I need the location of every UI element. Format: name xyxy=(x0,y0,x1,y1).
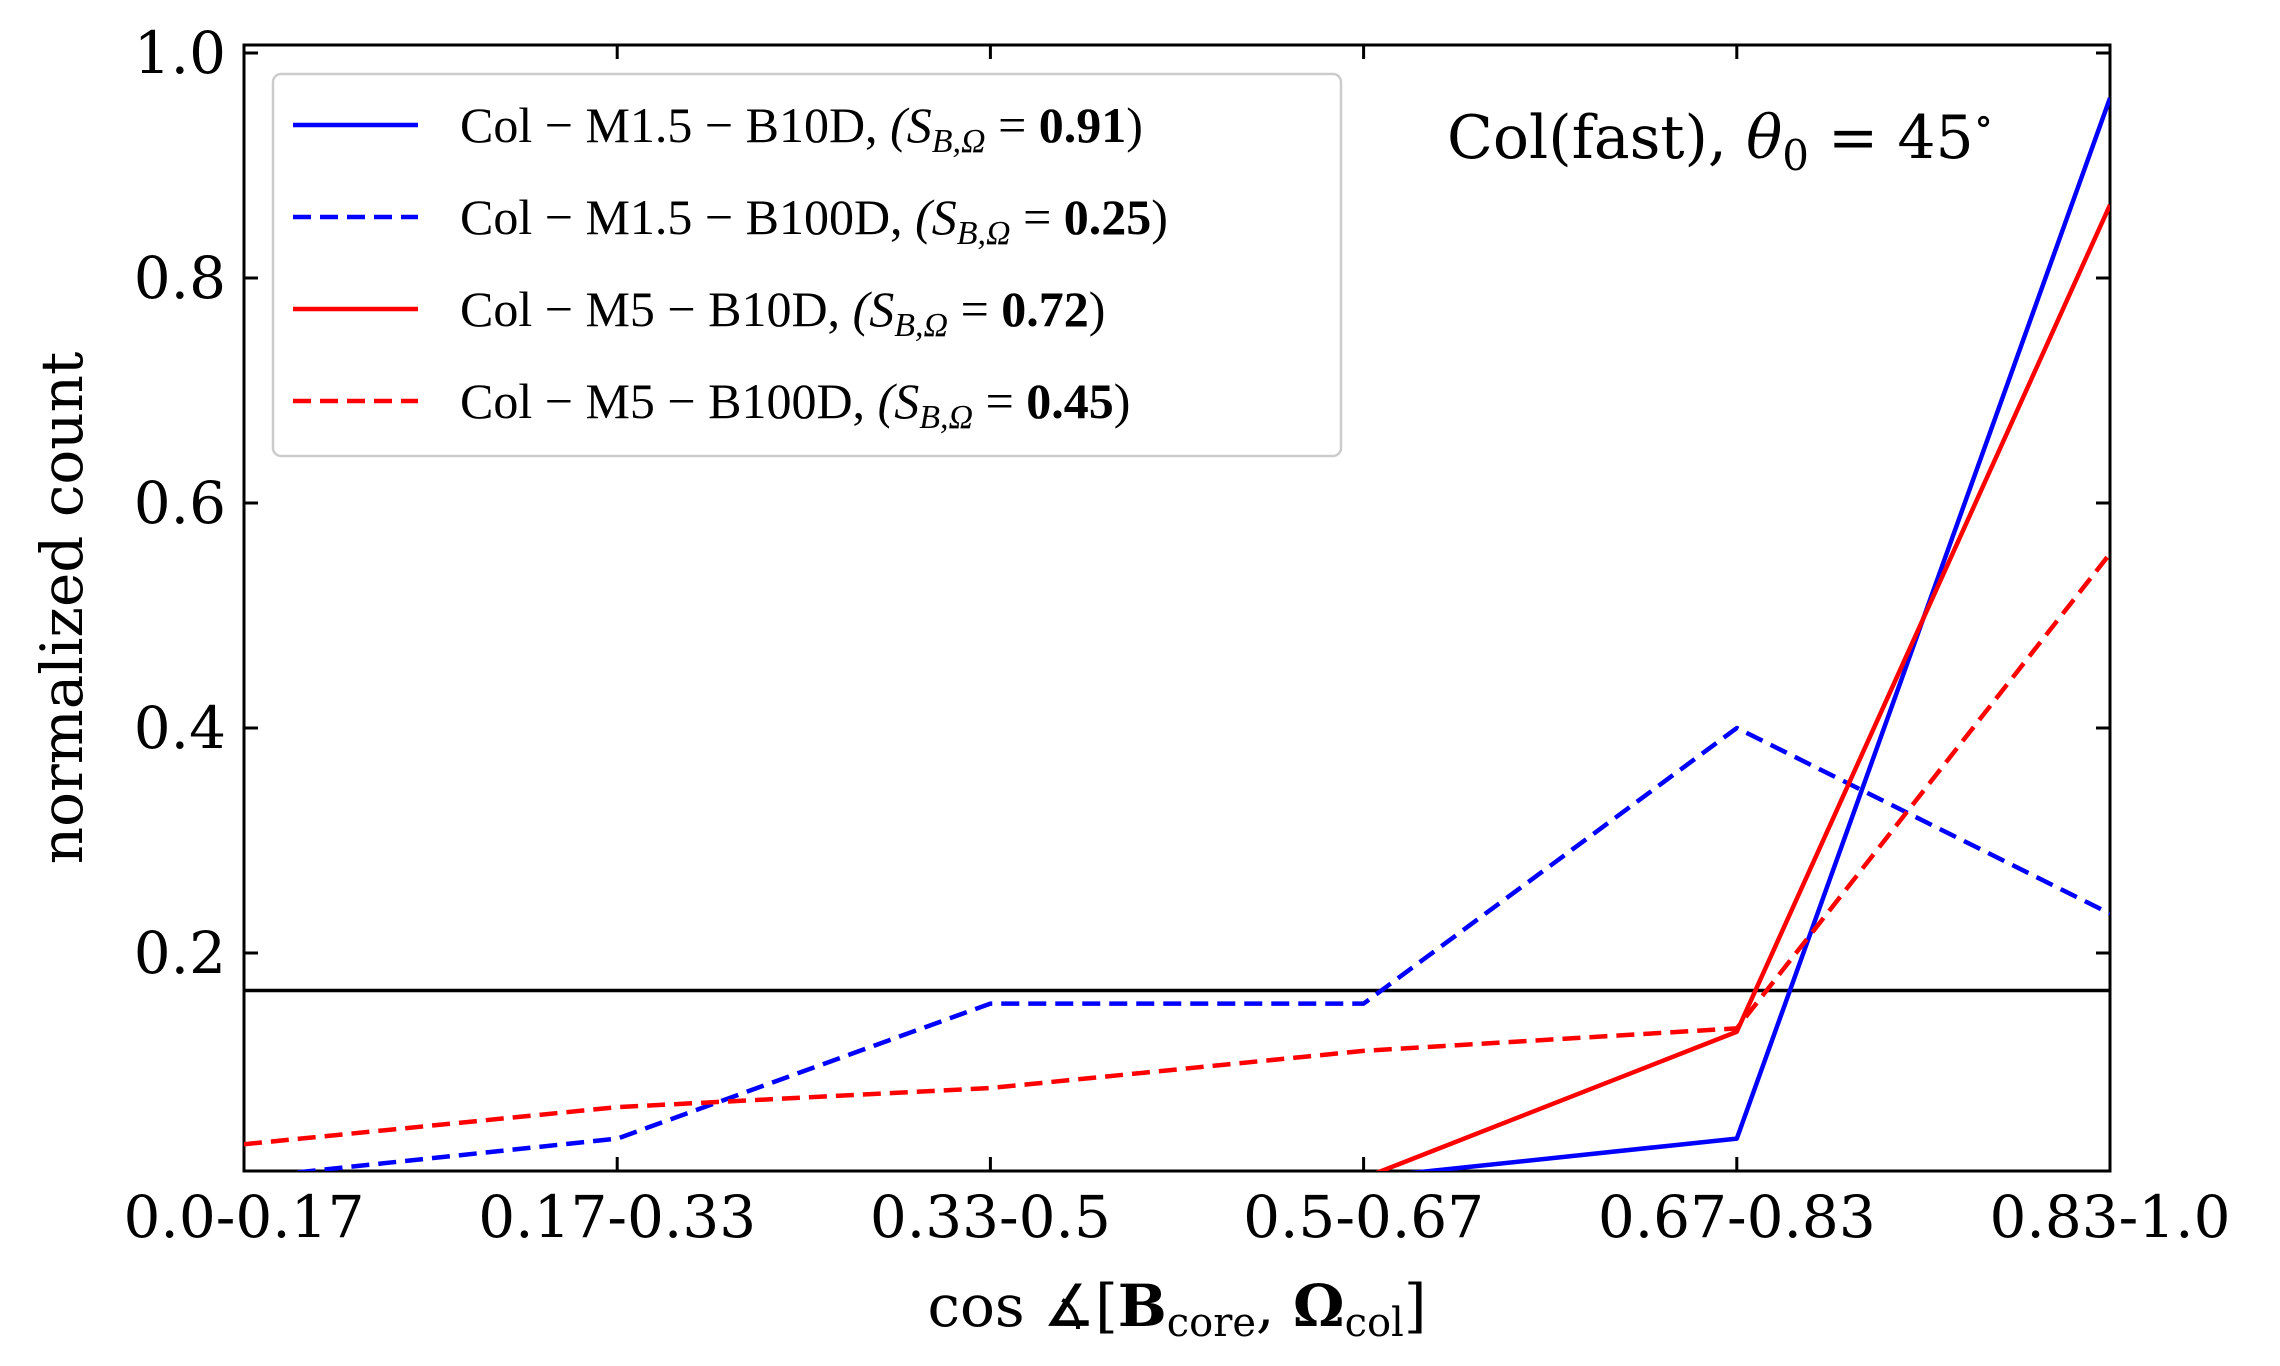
legend-entry-2-part-5: ) xyxy=(1089,281,1106,337)
legend-entry-0-part-0: Col − M1.5 − B10D, xyxy=(460,97,878,153)
legend-entry-1-part-1: (S xyxy=(903,189,957,245)
annotation-theta: θ xyxy=(1746,103,1782,173)
x-axis-ticks: 0.0-0.17 0.17-0.33 0.33-0.5 0.5-0.67 0.67-0.… xyxy=(124,45,2231,1251)
x-tick-label-4: 0.67-0.83 xyxy=(1598,1183,1876,1251)
legend-entry-3-part-0: Col − M5 − B100D, xyxy=(460,373,865,429)
legend-entry-0-part-3: = xyxy=(986,97,1039,153)
series-line-2 xyxy=(1375,203,2110,1171)
y-tick-label-0: 0.2 xyxy=(134,919,226,987)
x-axis-label-omega: Ω xyxy=(1293,1272,1345,1340)
annotation-degree: ∘ xyxy=(1974,98,1994,144)
x-tick-label-1: 0.17-0.33 xyxy=(478,1183,756,1251)
x-axis-label-omega-sub: col xyxy=(1345,1300,1404,1346)
legend-entry-0-part-4: 0.91 xyxy=(1039,97,1127,153)
legend-entry-0-part-5: ) xyxy=(1126,97,1143,153)
legend-entry-3-part-4: 0.45 xyxy=(1026,373,1114,429)
annotation-theta-sub: 0 xyxy=(1782,131,1809,180)
x-tick-label-3: 0.5-0.67 xyxy=(1243,1183,1484,1251)
legend-entry-0-part-2: B,Ω xyxy=(932,123,986,160)
x-tick-label-5: 0.83-1.0 xyxy=(1990,1183,2231,1251)
legend-entry-1-part-2: B,Ω xyxy=(957,215,1011,252)
legend-entry-2-part-1: (S xyxy=(840,281,894,337)
y-tick-label-2: 0.6 xyxy=(134,469,226,537)
x-axis-label-b-sub: core xyxy=(1167,1300,1256,1346)
legend-entry-1-part-5: ) xyxy=(1151,189,1168,245)
legend-entry-1: Col − M1.5 − B100D, (SB,Ω = 0.25) xyxy=(460,189,1168,252)
annotation-prefix: Col(fast), xyxy=(1447,103,1746,173)
legend-entry-0-part-1: (S xyxy=(878,97,932,153)
legend-entry-2-part-3: = xyxy=(948,281,1001,337)
legend: Col − M1.5 − B10D, (SB,Ω = 0.91)Col − M1… xyxy=(271,72,1343,458)
x-axis-label-suffix: ] xyxy=(1404,1272,1427,1340)
y-axis-label: normalized count xyxy=(28,352,96,865)
legend-box xyxy=(271,72,1343,458)
x-tick-label-0: 0.0-0.17 xyxy=(124,1183,365,1251)
chart-annotation: Col(fast), θ0 = 45∘ xyxy=(1447,98,1993,180)
legend-entry-3-part-5: ) xyxy=(1114,373,1131,429)
x-axis-label: cos ∡[Bcore, Ωcol] xyxy=(928,1272,1427,1346)
series-line-1 xyxy=(288,725,2110,1171)
legend-entry-2: Col − M5 − B10D, (SB,Ω = 0.72) xyxy=(460,281,1105,344)
series-line-0 xyxy=(1408,97,2110,1171)
legend-entry-0: Col − M1.5 − B10D, (SB,Ω = 0.91) xyxy=(460,97,1143,160)
legend-entry-1-part-4: 0.25 xyxy=(1064,189,1152,245)
y-tick-label-4: 1.0 xyxy=(134,19,226,87)
series-lines xyxy=(244,97,2110,1171)
legend-entry-3-part-1: (S xyxy=(865,373,919,429)
annotation-eq: = 45 xyxy=(1809,103,1974,173)
series-line-3 xyxy=(244,552,2110,1147)
y-tick-label-3: 0.8 xyxy=(134,244,226,312)
y-axis-ticks: 0.2 0.4 0.6 0.8 1.0 xyxy=(134,19,2110,987)
legend-entry-2-part-4: 0.72 xyxy=(1001,281,1089,337)
x-axis-label-sep: , xyxy=(1256,1272,1293,1340)
legend-entry-2-part-0: Col − M5 − B10D, xyxy=(460,281,840,337)
x-tick-label-2: 0.33-0.5 xyxy=(870,1183,1111,1251)
legend-entry-3: Col − M5 − B100D, (SB,Ω = 0.45) xyxy=(460,373,1130,436)
legend-entry-3-part-3: = xyxy=(973,373,1026,429)
y-tick-label-1: 0.4 xyxy=(134,694,226,762)
legend-entry-3-part-2: B,Ω xyxy=(919,399,973,436)
plot-frame xyxy=(242,43,2112,1173)
x-axis-label-b: B xyxy=(1118,1272,1167,1340)
legend-entry-1-part-0: Col − M1.5 − B100D, xyxy=(460,189,903,245)
legend-entry-2-part-2: B,Ω xyxy=(894,307,948,344)
x-axis-label-prefix: cos ∡[ xyxy=(928,1272,1118,1340)
legend-entry-1-part-3: = xyxy=(1011,189,1064,245)
